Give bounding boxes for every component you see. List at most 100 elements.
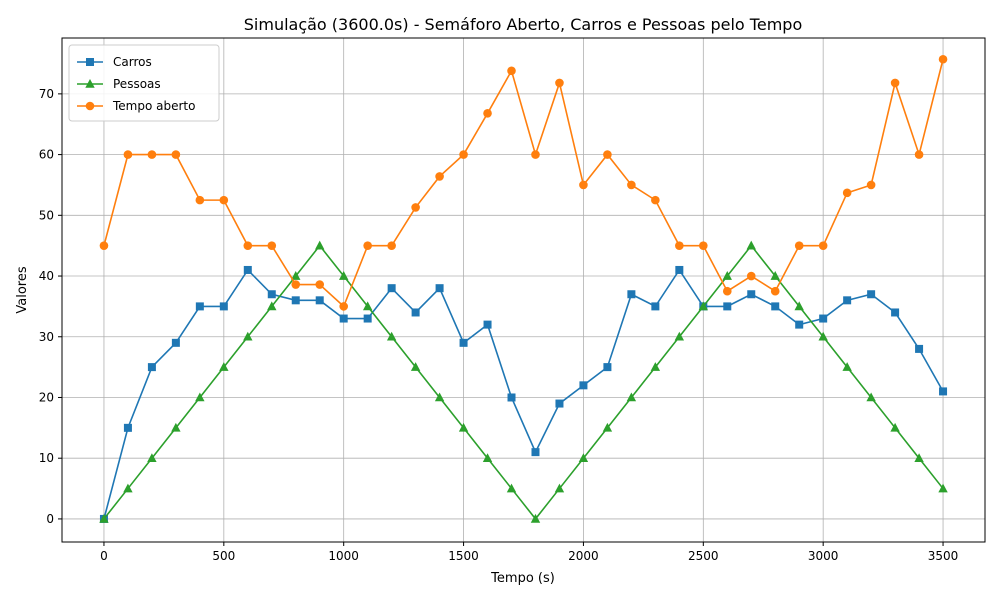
data-point-pessoas — [147, 453, 157, 463]
data-point-carros — [315, 296, 324, 305]
data-point-carros — [939, 387, 948, 396]
legend-label: Carros — [113, 55, 152, 69]
data-point-tempo-aberto — [770, 286, 780, 296]
data-point-pessoas — [338, 271, 349, 280]
data-point-carros — [411, 308, 420, 317]
data-point-pessoas — [219, 362, 229, 371]
data-point-carros — [219, 302, 228, 311]
series-tempo-aberto — [99, 54, 948, 311]
data-point-tempo-aberto — [147, 150, 157, 159]
data-point-tempo-aberto — [411, 203, 420, 212]
data-point-carros — [819, 314, 828, 323]
data-point-carros — [579, 381, 588, 390]
x-tick-label: 3500 — [928, 549, 959, 563]
data-point-tempo-aberto — [890, 78, 900, 88]
data-point-carros — [867, 290, 876, 299]
plot-frame — [61, 37, 986, 543]
data-point-tempo-aberto — [842, 188, 852, 198]
data-point-carros — [651, 302, 660, 311]
chart-title: Simulação (3600.0s) - Semáforo Aberto, C… — [244, 15, 802, 34]
data-point-tempo-aberto — [555, 78, 564, 88]
data-point-carros — [123, 423, 132, 432]
data-point-tempo-aberto — [171, 150, 181, 159]
legend-label: Pessoas — [113, 77, 161, 91]
data-point-pessoas — [554, 483, 565, 493]
data-point-tempo-aberto — [363, 241, 372, 250]
series-carros — [99, 265, 948, 523]
data-point-pessoas — [123, 483, 133, 493]
data-point-tempo-aberto — [195, 195, 205, 205]
data-point-tempo-aberto — [746, 271, 756, 281]
data-point-carros — [771, 302, 780, 311]
data-point-carros — [339, 314, 348, 323]
data-point-pessoas — [482, 453, 493, 463]
x-tick-label: 1500 — [448, 549, 479, 563]
data-point-carros — [843, 296, 852, 305]
data-point-tempo-aberto — [387, 241, 396, 250]
data-point-pessoas — [99, 513, 109, 523]
data-point-carros — [147, 363, 156, 372]
y-tick-label: 10 — [39, 451, 54, 465]
legend-marker — [85, 101, 95, 111]
data-point-carros — [747, 290, 756, 299]
data-point-tempo-aberto — [938, 54, 948, 64]
data-point-carros — [171, 338, 180, 347]
data-point-tempo-aberto — [219, 195, 229, 205]
data-point-tempo-aberto — [531, 150, 540, 159]
data-point-pessoas — [722, 271, 732, 280]
data-point-pessoas — [195, 392, 205, 402]
data-point-carros — [435, 284, 444, 293]
data-point-carros — [387, 284, 396, 293]
data-point-carros — [603, 363, 612, 372]
data-point-tempo-aberto — [339, 302, 348, 311]
data-point-pessoas — [674, 331, 685, 341]
data-point-pessoas — [410, 362, 421, 371]
data-point-carros — [795, 320, 804, 329]
data-point-carros — [915, 344, 924, 353]
data-point-pessoas — [291, 271, 301, 280]
data-point-carros — [459, 338, 468, 347]
y-tick-label: 20 — [39, 390, 54, 404]
data-point-carros — [483, 320, 492, 329]
data-point-pessoas — [650, 362, 661, 371]
data-point-carros — [291, 296, 300, 305]
y-tick-label: 40 — [39, 269, 54, 283]
data-point-pessoas — [506, 483, 517, 493]
data-point-pessoas — [746, 240, 756, 250]
data-point-pessoas — [362, 301, 373, 311]
data-point-tempo-aberto — [722, 286, 732, 296]
data-point-pessoas — [458, 422, 469, 432]
data-point-pessoas — [267, 301, 277, 311]
y-tick-label: 50 — [39, 208, 54, 222]
data-point-carros — [363, 314, 372, 323]
y-tick-label: 60 — [39, 148, 54, 162]
x-axis-label: Tempo (s) — [490, 571, 555, 586]
data-point-pessoas — [171, 422, 181, 432]
data-point-carros — [267, 290, 276, 299]
data-point-carros — [723, 302, 732, 311]
y-tick-label: 30 — [39, 330, 54, 344]
data-point-tempo-aberto — [818, 241, 828, 250]
x-tick-label: 500 — [212, 549, 235, 563]
data-point-tempo-aberto — [315, 280, 325, 289]
data-point-tempo-aberto — [267, 241, 277, 250]
data-point-tempo-aberto — [866, 180, 876, 190]
data-point-carros — [675, 265, 684, 274]
legend-item-pessoas: Pessoas — [77, 77, 161, 91]
x-tick-label: 2500 — [688, 549, 719, 563]
legend-label: Tempo aberto — [112, 99, 195, 113]
data-point-tempo-aberto — [627, 180, 636, 190]
data-point-tempo-aberto — [99, 241, 109, 250]
data-point-pessoas — [578, 453, 589, 463]
data-point-pessoas — [890, 422, 900, 432]
data-point-pessoas — [626, 392, 637, 402]
y-axis-label: Valores — [15, 266, 30, 313]
data-point-carros — [555, 399, 564, 408]
data-point-pessoas — [698, 301, 709, 311]
data-point-tempo-aberto — [507, 66, 516, 76]
data-point-pessoas — [602, 422, 613, 432]
data-point-pessoas — [818, 331, 828, 341]
legend-marker — [85, 79, 95, 88]
data-point-tempo-aberto — [675, 241, 684, 250]
data-point-tempo-aberto — [123, 150, 133, 159]
